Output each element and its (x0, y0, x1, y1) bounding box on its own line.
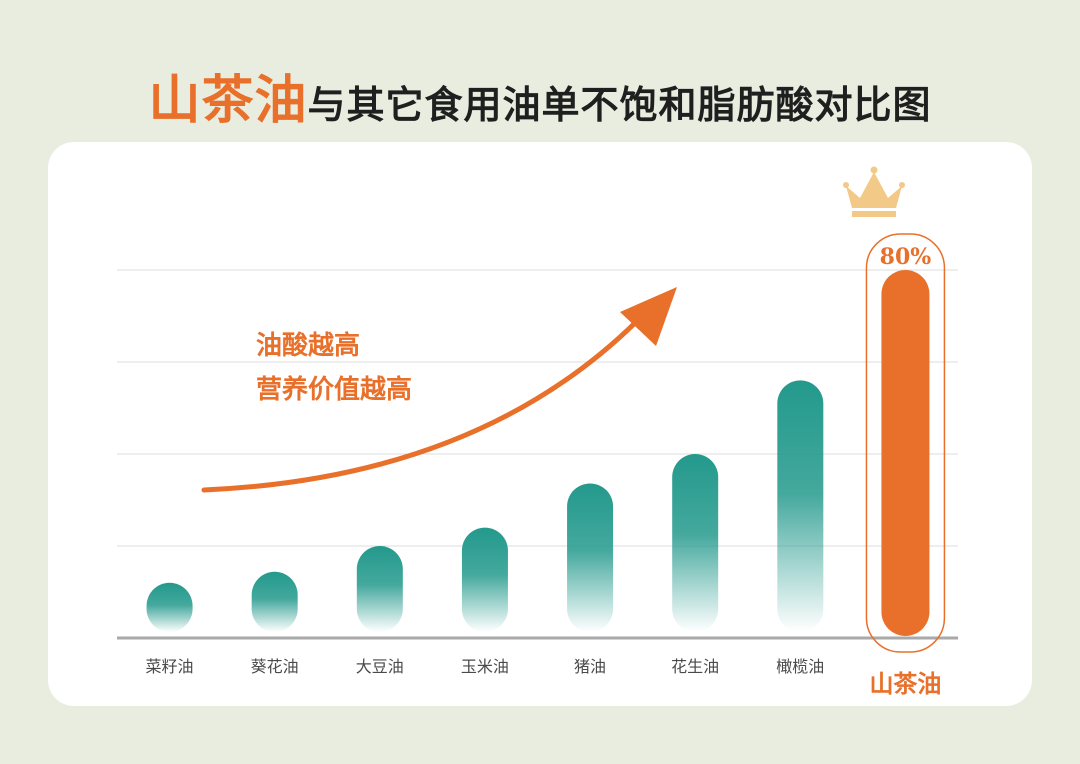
bar-5 (567, 483, 614, 632)
highlight-value-label: 80% (880, 244, 932, 270)
category-label-2: 葵花油 (251, 657, 299, 676)
bar-1 (146, 582, 193, 632)
annotation-line-2: 营养价值越高 (256, 374, 412, 405)
page-title: 山茶油与其它食用油单不饱和脂肪酸对比图 (0, 58, 1080, 133)
bar-7 (777, 380, 824, 632)
category-label-3: 大豆油 (356, 657, 404, 676)
category-label-4: 玉米油 (461, 657, 509, 676)
bar-2 (251, 571, 298, 632)
bars (146, 233, 946, 653)
bar-4 (461, 527, 508, 632)
title-rest: 与其它食用油单不饱和脂肪酸对比图 (307, 83, 932, 127)
title-highlight: 山茶油 (148, 71, 308, 131)
category-label-7: 橄榄油 (776, 657, 824, 676)
bar-6 (672, 454, 719, 632)
chart-card (48, 142, 1032, 706)
category-label-1: 菜籽油 (146, 657, 194, 676)
highlight-frame (865, 233, 946, 653)
trend-arrow (201, 287, 677, 493)
bar-3 (356, 546, 403, 632)
category-label-8: 山茶油 (869, 670, 941, 698)
category-labels: 菜籽油 葵花油 大豆油 玉米油 猪油 花生油 橄榄油 80% 山茶油 (146, 244, 942, 698)
annotation-line-1: 油酸越高 (256, 330, 360, 361)
crown-icon (843, 166, 905, 217)
category-label-5: 猪油 (574, 657, 606, 676)
category-label-6: 花生油 (671, 657, 719, 676)
grid-lines (117, 269, 958, 640)
bar-8 (881, 270, 930, 636)
